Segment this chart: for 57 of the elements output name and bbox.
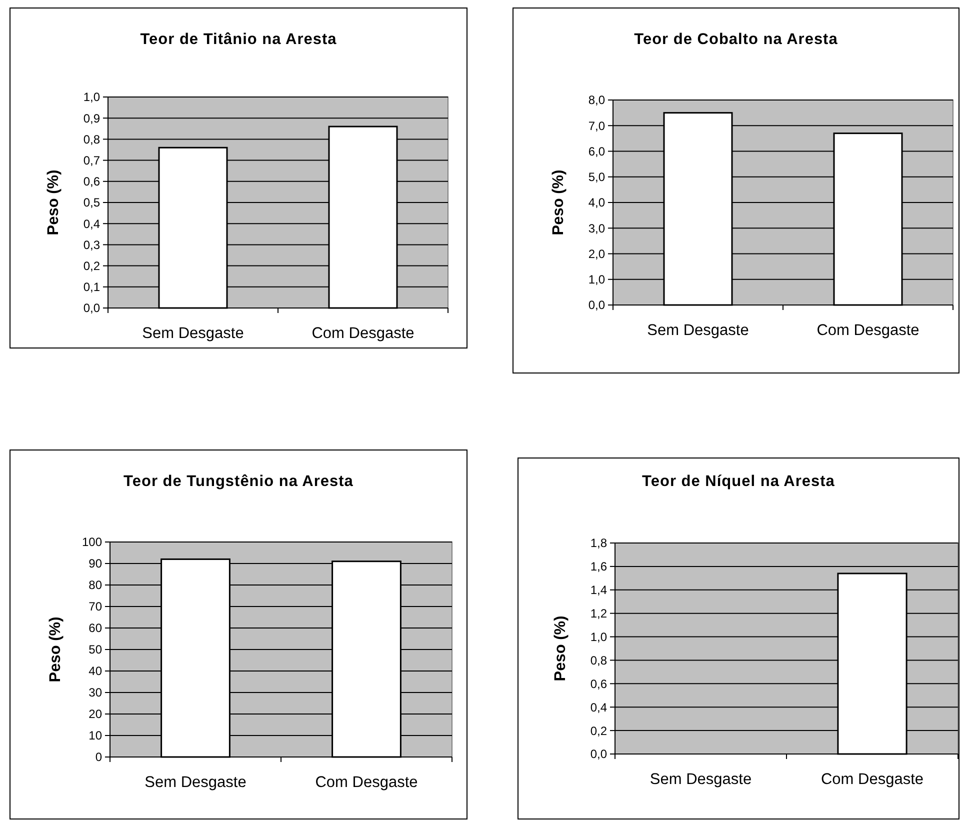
y-tick-label: 0,3 xyxy=(83,238,100,252)
y-tick-label: 10 xyxy=(88,728,102,743)
y-tick-label: 60 xyxy=(88,621,102,636)
y-axis-title: Peso (%) xyxy=(47,616,64,682)
y-tick-label: 80 xyxy=(88,578,102,592)
y-tick-label: 20 xyxy=(88,707,102,722)
y-tick-label: 50 xyxy=(88,642,102,657)
y-tick-label: 30 xyxy=(88,686,102,700)
y-tick-label: 0,4 xyxy=(83,216,100,231)
y-tick-label: 1,0 xyxy=(83,90,100,104)
y-axis-title: Peso (%) xyxy=(45,170,62,236)
x-tick-label: Sem Desgaste xyxy=(650,771,752,788)
y-tick-label: 0,7 xyxy=(83,154,100,168)
x-tick-label: Sem Desgaste xyxy=(647,322,749,339)
chart-title: Teor de Níquel na Aresta xyxy=(642,473,835,490)
y-tick-label: 8,0 xyxy=(588,93,606,108)
y-tick-label: 0,0 xyxy=(588,298,606,312)
chart-title: Teor de Tungstênio na Aresta xyxy=(124,473,354,490)
y-tick-label: 2,0 xyxy=(588,246,606,261)
x-tick-label: Sem Desgaste xyxy=(142,325,244,342)
y-tick-label: 0,0 xyxy=(83,301,100,316)
y-tick-label: 0,1 xyxy=(83,280,100,294)
x-tick-label: Com Desgaste xyxy=(315,774,418,791)
y-tick-label: 0,6 xyxy=(83,174,100,189)
y-tick-label: 40 xyxy=(88,664,102,678)
y-tick-label: 0,4 xyxy=(590,700,608,714)
y-tick-label: 1,0 xyxy=(590,630,608,644)
chart-title: Teor de Titânio na Aresta xyxy=(140,31,337,48)
y-tick-label: 0,2 xyxy=(83,259,100,273)
y-tick-label: 5,0 xyxy=(588,170,606,184)
y-tick-label: 90 xyxy=(88,556,102,571)
y-tick-label: 0 xyxy=(95,750,102,764)
y-tick-label: 1,4 xyxy=(590,583,608,598)
y-tick-label: 1,0 xyxy=(588,272,606,287)
y-tick-label: 3,0 xyxy=(588,221,606,236)
y-tick-label: 0,6 xyxy=(590,676,608,691)
y-tick-label: 1,6 xyxy=(590,560,608,574)
x-tick-label: Com Desgaste xyxy=(820,771,924,788)
y-tick-label: 1,2 xyxy=(590,606,608,621)
y-tick-label: 100 xyxy=(82,535,102,550)
x-tick-label: Sem Desgaste xyxy=(144,774,246,791)
y-axis-title: Peso (%) xyxy=(552,616,569,682)
y-axis-title: Peso (%) xyxy=(550,170,567,236)
y-tick-label: 70 xyxy=(88,600,102,614)
x-tick-label: Com Desgaste xyxy=(816,322,920,339)
y-tick-label: 0,8 xyxy=(83,132,100,146)
x-tick-label: Com Desgaste xyxy=(312,325,414,342)
y-tick-label: 6,0 xyxy=(588,144,606,158)
y-tick-label: 4,0 xyxy=(588,196,606,210)
y-tick-label: 0,2 xyxy=(590,724,608,738)
y-tick-label: 0,8 xyxy=(590,653,608,668)
y-tick-label: 1,8 xyxy=(590,536,608,550)
chart-title: Teor de Cobalto na Aresta xyxy=(634,31,838,48)
y-tick-label: 0,9 xyxy=(83,111,100,126)
y-tick-label: 0,5 xyxy=(83,196,100,210)
y-tick-label: 0,0 xyxy=(590,747,608,762)
y-tick-label: 7,0 xyxy=(588,118,606,133)
